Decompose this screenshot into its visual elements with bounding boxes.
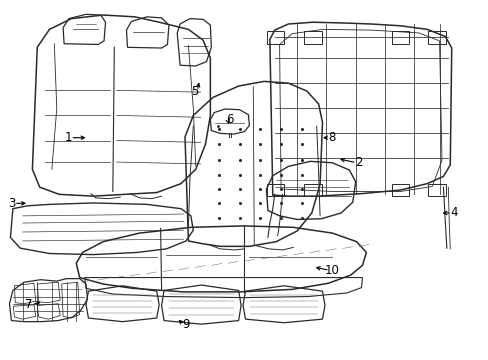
- Text: 10: 10: [324, 264, 339, 277]
- Text: 4: 4: [449, 207, 457, 220]
- Text: 8: 8: [328, 131, 335, 144]
- Bar: [304, 31, 321, 44]
- Bar: [266, 184, 284, 197]
- Text: 7: 7: [25, 298, 33, 311]
- Text: 2: 2: [355, 156, 362, 169]
- Text: 9: 9: [182, 318, 189, 331]
- Bar: [427, 184, 445, 197]
- Bar: [391, 184, 408, 197]
- Text: 6: 6: [225, 113, 233, 126]
- Bar: [391, 31, 408, 44]
- Bar: [304, 184, 321, 197]
- Text: 1: 1: [64, 131, 72, 144]
- Text: 3: 3: [8, 197, 15, 210]
- Text: 5: 5: [191, 85, 198, 98]
- Bar: [266, 31, 284, 44]
- Bar: [427, 31, 445, 44]
